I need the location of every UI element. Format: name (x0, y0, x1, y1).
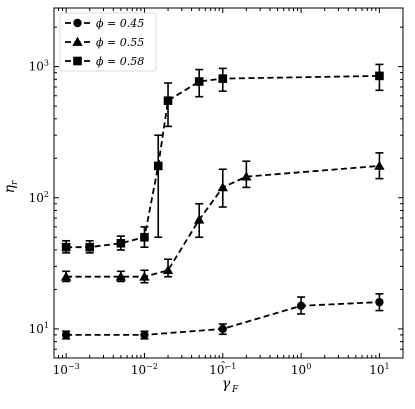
data-point (60, 271, 72, 281)
legend-label: ϕ = 0.55 (96, 36, 144, 49)
y-tick-label: 103 (29, 59, 49, 74)
data-point (375, 297, 384, 307)
data-point (162, 265, 174, 275)
x-tick-label: 101 (369, 362, 389, 377)
x-tick-label: 10−1 (209, 362, 236, 377)
series-circle (61, 293, 384, 340)
x-tick-label: 100 (291, 362, 311, 377)
y-tick-label: 102 (29, 190, 49, 205)
data-point (218, 74, 228, 83)
legend: ϕ = 0.45 ϕ = 0.55 ϕ = 0.58 (59, 12, 157, 72)
data-point (140, 330, 149, 340)
plot-frame (53, 7, 404, 359)
legend-label: ϕ = 0.45 (96, 17, 144, 30)
legend-label: ϕ = 0.58 (96, 55, 144, 68)
data-point (115, 271, 127, 281)
data-point (194, 77, 204, 86)
series-square (61, 63, 384, 254)
data-point (140, 232, 149, 242)
legend-box (59, 12, 157, 72)
x-tick-label: 10−2 (131, 362, 158, 377)
data-point (218, 324, 227, 334)
data-point (153, 161, 163, 171)
svg-text:˙: ˙ (223, 366, 229, 379)
svg-text:γ: γ (222, 376, 231, 392)
data-point (163, 96, 173, 105)
data-point (85, 242, 95, 252)
legend-marker (72, 36, 83, 46)
x-tick-label: 10−3 (53, 362, 80, 377)
svg-text:F: F (231, 385, 239, 395)
data-point (374, 160, 385, 170)
legend-marker (73, 18, 82, 28)
series-line (66, 75, 380, 249)
legend-marker (73, 56, 82, 66)
data-point (116, 238, 126, 248)
data-point (375, 71, 384, 81)
data-point (296, 301, 306, 311)
series-triangle (60, 152, 385, 284)
data-point (194, 214, 205, 224)
data-point (241, 171, 252, 181)
y-axis-label: ηr (2, 180, 20, 193)
y-tick-label: 101 (29, 321, 49, 336)
svg-text:ηr: ηr (2, 180, 20, 193)
data-point (61, 242, 71, 252)
data-point (139, 271, 150, 281)
data-point (61, 330, 71, 340)
data-point (217, 182, 228, 192)
